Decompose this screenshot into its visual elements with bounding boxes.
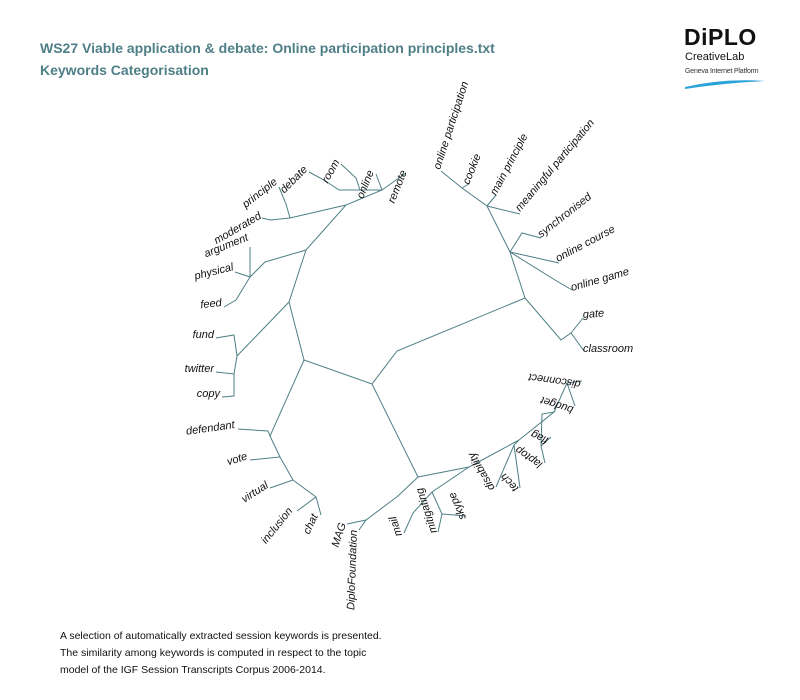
tree-edge — [440, 170, 526, 299]
keyword-label: copy — [197, 388, 222, 400]
tree-edge — [461, 183, 470, 189]
tree-edge — [375, 173, 383, 191]
keyword-label: fund — [193, 329, 215, 341]
tree-edge — [288, 189, 383, 385]
keyword-label: online participation — [431, 80, 471, 171]
keyword-label: principle — [239, 176, 279, 211]
tree-edge — [269, 456, 294, 489]
keyword-label: gate — [582, 308, 604, 321]
logo-geneva: Geneva Internet Platform — [685, 68, 759, 75]
tree-edge — [509, 251, 560, 264]
diplo-logo: DiPLO CreativeLab Geneva Internet Platfo… — [684, 24, 774, 94]
keyword-label: defendant — [185, 419, 236, 438]
tree-edge — [234, 271, 251, 278]
keyword-label: MAG — [330, 521, 349, 549]
tree-edge — [371, 297, 526, 385]
tree-edge — [237, 359, 305, 438]
tree-edge — [358, 519, 367, 531]
keyword-label: room — [320, 158, 343, 186]
keyword-label: online game — [570, 266, 631, 294]
tree-edge — [346, 383, 419, 525]
tree-edge — [509, 232, 542, 253]
page-title: WS27 Viable application & debate: Online… — [40, 40, 495, 56]
keyword-label: mail — [387, 514, 405, 537]
tree-edge — [524, 297, 585, 352]
tree-edge — [249, 435, 281, 461]
tree-edge — [315, 496, 322, 516]
keyword-label: DiploFoundation — [345, 530, 360, 610]
tree-edge — [223, 276, 251, 308]
keyword-label: skype — [446, 490, 468, 521]
keyword-label: disconnect — [527, 371, 582, 390]
tree-edge — [468, 439, 520, 488]
logo-wordmark: DiPLO — [684, 24, 757, 50]
keyword-label: remote — [386, 169, 410, 205]
tree-edge — [540, 436, 552, 447]
keyword-label: debate — [278, 164, 310, 196]
keyword-label: virtual — [239, 479, 271, 505]
tree-edge — [215, 355, 238, 375]
keyword-label: cookie — [461, 152, 484, 186]
tree-edge — [308, 171, 340, 191]
footer-line-3: model of the IGF Session Transcripts Cor… — [60, 664, 326, 676]
tree-edge — [518, 411, 556, 464]
footer-note: A selection of automatically extracted s… — [60, 628, 382, 679]
tree-edge — [570, 317, 584, 334]
tree-edge — [215, 301, 290, 358]
keyword-label: budget — [538, 393, 575, 415]
page-subtitle: Keywords Categorisation — [40, 62, 209, 78]
tree-edge — [381, 172, 407, 191]
tree-edge — [278, 186, 291, 219]
keyword-label: twitter — [185, 363, 216, 375]
keyword-label: chat — [301, 511, 321, 536]
tree-edge — [261, 217, 271, 221]
keyword-label: laptop — [513, 443, 544, 470]
keyword-label: vote — [225, 450, 248, 468]
tree-edge — [513, 444, 521, 489]
keyword-label: online course — [554, 223, 617, 264]
tree-edge — [486, 194, 497, 207]
keyword-label: physical — [192, 261, 235, 283]
keyword-label: inclusion — [259, 505, 295, 546]
footer-line-2: The similarity among keywords is compute… — [60, 647, 367, 659]
footer-line-1: A selection of automatically extracted s… — [60, 630, 382, 642]
keyword-label: disability — [465, 449, 497, 493]
tree-edge — [292, 479, 317, 512]
tree-edge — [340, 163, 361, 191]
tree-edge — [221, 374, 235, 398]
tree-edge — [509, 251, 573, 291]
tree-edge — [441, 513, 467, 517]
keyword-label: main principle — [488, 132, 530, 198]
keyword-label: classroom — [583, 343, 633, 355]
logo-creativelab: CreativeLab — [685, 51, 745, 63]
tree-edge — [249, 247, 307, 279]
tree-edge — [566, 382, 576, 407]
keyword-label: feed — [200, 297, 223, 311]
tree-edge — [486, 205, 521, 215]
keyword-label: mitigating — [414, 485, 440, 534]
logo-swoosh-icon — [685, 80, 765, 89]
keyword-label: synchronised — [535, 190, 594, 240]
